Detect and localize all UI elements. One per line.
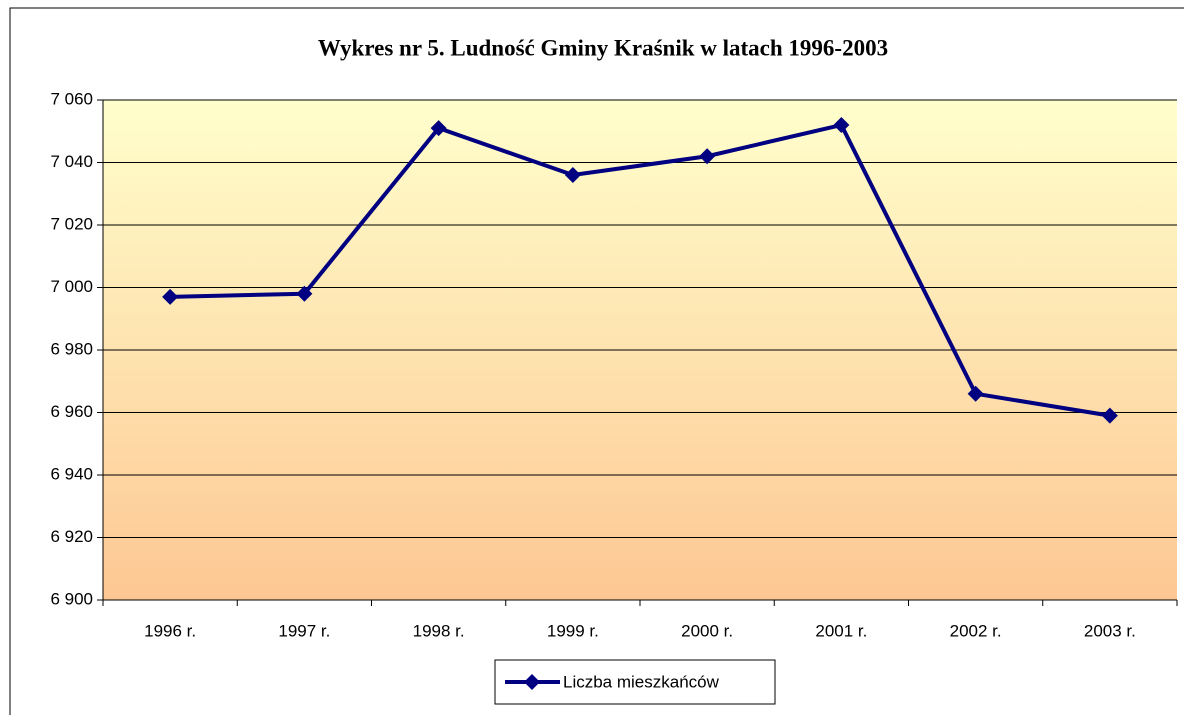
legend-marker: [524, 674, 540, 690]
y-tick-label: 6 920: [50, 527, 93, 546]
y-tick-label: 7 020: [50, 214, 93, 233]
x-tick-label: 2003 r.: [1084, 621, 1136, 640]
y-tick-label: 6 940: [50, 464, 93, 483]
y-tick-label: 6 960: [50, 402, 93, 421]
data-point: [430, 120, 447, 137]
x-tick-label: 2000 r.: [681, 621, 733, 640]
data-point: [1101, 407, 1118, 424]
data-point: [967, 385, 984, 402]
y-tick-label: 6 900: [50, 589, 93, 608]
x-tick-label: 1998 r.: [413, 621, 465, 640]
data-point: [162, 288, 179, 305]
series-line: [170, 122, 1111, 418]
y-tick-label: 6 980: [50, 339, 93, 358]
legend-label: Liczba mieszkańców: [563, 672, 720, 691]
x-tick-label: 1999 r.: [547, 621, 599, 640]
y-tick-label: 7 040: [50, 152, 93, 171]
data-point: [833, 117, 850, 133]
x-tick-label: 1996 r.: [144, 621, 196, 640]
data-point: [564, 167, 581, 183]
data-point: [699, 148, 716, 165]
y-tick-label: 7 000: [50, 277, 93, 296]
x-tick-label: 2002 r.: [950, 621, 1002, 640]
data-point: [296, 285, 313, 302]
y-tick-label: 7 060: [50, 89, 93, 108]
x-tick-label: 1997 r.: [278, 621, 330, 640]
x-tick-label: 2001 r.: [815, 621, 867, 640]
chart-title: Wykres nr 5. Ludność Gminy Kraśnik w lat…: [318, 35, 888, 60]
